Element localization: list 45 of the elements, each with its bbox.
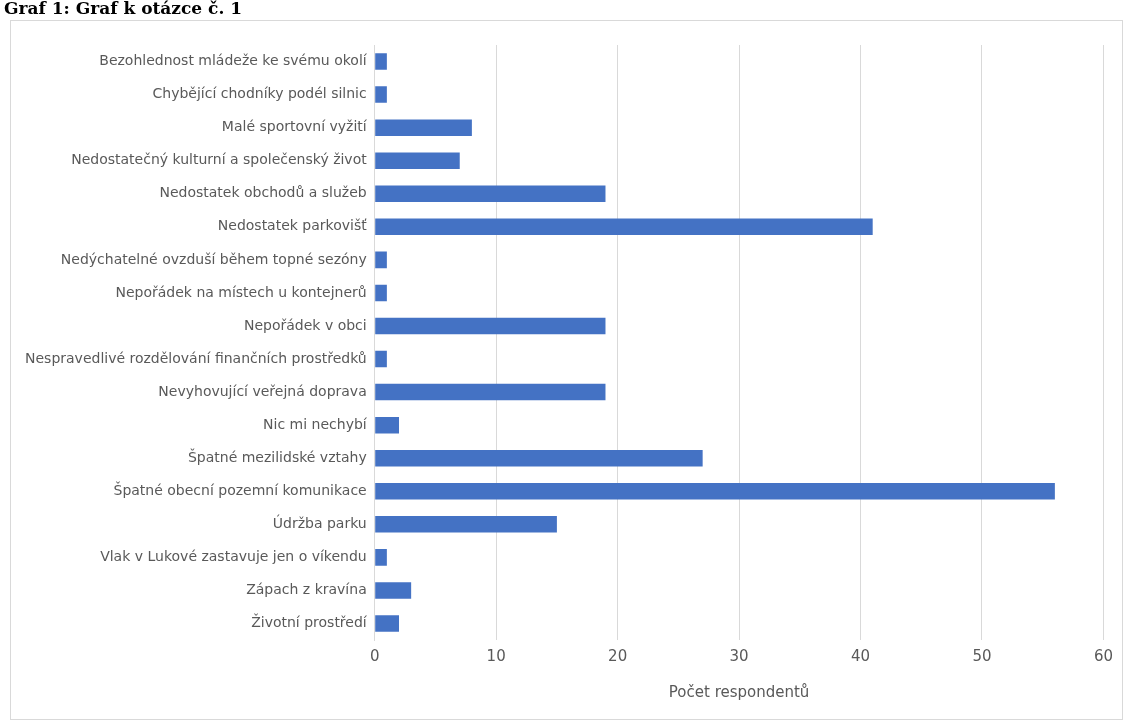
bar	[375, 284, 387, 302]
y-tick-label: Údržba parku	[272, 513, 367, 531]
y-tick-label: Nespravedlivé rozdělování finančních prostředků	[25, 349, 367, 366]
bar	[375, 185, 606, 203]
bar	[375, 615, 400, 632]
bar	[375, 482, 1055, 500]
bar	[375, 416, 400, 434]
x-tick-label: 30	[729, 646, 749, 665]
bar	[375, 251, 387, 269]
y-tick-label: Nedostatečný kulturní a společenský život	[71, 151, 368, 168]
bar	[375, 152, 460, 169]
y-tick-label: Malé sportovní vyžití	[221, 118, 368, 135]
y-tick-label: Špatné obecní pozemní komunikace	[113, 480, 367, 498]
y-tick-label: Nedostatek parkovišť	[217, 217, 368, 234]
bar	[375, 549, 387, 566]
bar	[375, 218, 873, 236]
bar	[375, 449, 703, 467]
y-tick-label: Špatné mezilidské vztahy	[187, 447, 367, 465]
y-tick-label: Nedostatek obchodů a služeb	[159, 184, 367, 201]
y-tick-label: Vlak v Lukové zastavuje jen o víkendu	[100, 548, 367, 564]
x-axis-title: Počet respondentů	[668, 682, 810, 701]
x-tick-label: 10	[486, 646, 506, 665]
x-tick-label: 40	[851, 646, 871, 665]
y-tick-label: Nedýchatelné ovzduší během topné sezóny	[60, 250, 367, 267]
bar	[375, 119, 472, 136]
bar	[375, 383, 606, 401]
y-tick-label: Životní prostředí	[251, 613, 368, 631]
x-tick-label: 50	[972, 646, 992, 665]
bar	[375, 317, 606, 335]
y-tick-label: Bezohlednost mládeže ke svému okolí	[99, 52, 368, 69]
x-tick-label: 20	[608, 646, 628, 665]
bar	[375, 53, 387, 70]
y-tick-label: Zápach z kravína	[246, 581, 367, 598]
x-tick-label: 0	[369, 646, 380, 665]
bar	[375, 350, 387, 368]
y-tick-label: Chybějící chodníky podél silnic	[152, 85, 367, 102]
y-tick-label: Nepořádek v obci	[244, 316, 367, 333]
bar	[375, 582, 412, 599]
bar	[375, 86, 387, 103]
text: Graf 1: Graf k otázce č. 1	[4, 0, 243, 18]
y-tick-label: Nic mi nechybí	[263, 415, 368, 432]
x-tick-label: 60	[1093, 646, 1113, 665]
y-tick-label: Nepořádek na místech u kontejnerů	[115, 283, 367, 300]
bar	[375, 516, 557, 533]
y-tick-label: Nevyhovující veřejná doprava	[158, 382, 367, 399]
